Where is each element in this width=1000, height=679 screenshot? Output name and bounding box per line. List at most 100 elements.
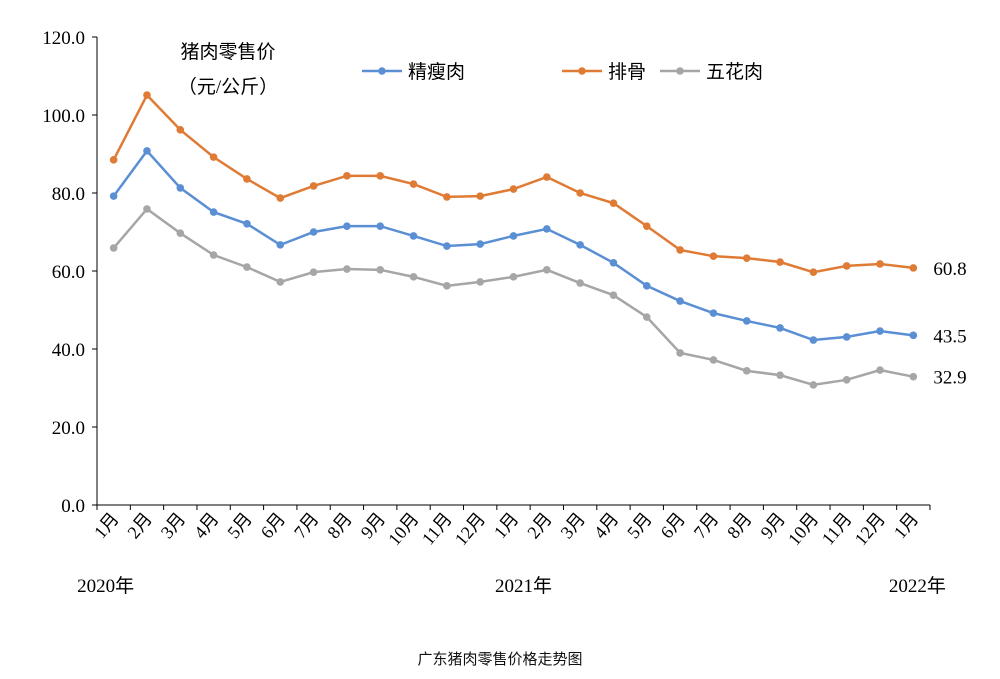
- data-point: [909, 372, 918, 381]
- data-point: [109, 192, 118, 200]
- x-tick-label: 5月: [223, 509, 256, 543]
- data-point: [842, 333, 851, 341]
- data-point: [642, 282, 651, 290]
- x-tick-label: 1月: [890, 509, 923, 543]
- data-point: [676, 297, 684, 305]
- data-point: [876, 366, 884, 374]
- data-point: [243, 175, 251, 183]
- year-label: 2020年: [77, 575, 134, 597]
- data-point: [576, 279, 584, 287]
- data-point: [109, 156, 118, 164]
- data-point: [676, 246, 684, 254]
- data-point: [609, 199, 618, 207]
- x-tick-label: 10月: [384, 509, 422, 549]
- x-tick-label: 3月: [157, 509, 190, 543]
- end-value-label: 60.8: [933, 259, 966, 280]
- data-point: [443, 193, 451, 201]
- data-point: [809, 381, 818, 389]
- data-point: [343, 172, 351, 180]
- legend-marker: [676, 67, 684, 75]
- data-point: [776, 371, 784, 379]
- annotation-line-2: （元/公斤）: [178, 76, 278, 98]
- data-point: [909, 264, 918, 272]
- data-point: [809, 336, 818, 344]
- data-point: [276, 194, 285, 202]
- data-point: [742, 254, 751, 262]
- data-point: [609, 291, 618, 299]
- legend-marker: [578, 67, 586, 75]
- y-tick-label: 80.0: [52, 184, 85, 205]
- data-point: [543, 225, 551, 233]
- data-point: [443, 282, 451, 290]
- series-lines: 32.9 43.5 60.8: [109, 91, 967, 389]
- legend-label: 五花肉: [706, 61, 763, 83]
- data-point: [543, 173, 551, 181]
- data-point: [709, 309, 718, 317]
- x-tick-label: 6月: [257, 509, 290, 543]
- y-tick-label: 20.0: [52, 418, 85, 439]
- end-value-label: 43.5: [933, 326, 966, 347]
- data-point: [343, 265, 351, 273]
- x-tick-label: 1月: [490, 509, 523, 543]
- data-point: [543, 266, 551, 274]
- legend-label: 精瘦肉: [408, 61, 465, 83]
- y-tick-labels: 0.0 20.0 40.0 60.0 80.0 100.0 120.0: [42, 28, 85, 517]
- data-point: [376, 172, 385, 180]
- data-point: [809, 268, 818, 276]
- data-point: [876, 327, 884, 335]
- data-point: [476, 278, 484, 286]
- data-point: [609, 259, 618, 267]
- data-point: [842, 376, 851, 384]
- legend: 精瘦肉 排骨 五花肉: [362, 61, 763, 83]
- data-point: [143, 205, 151, 213]
- data-point: [842, 262, 851, 270]
- x-tick-label: 12月: [451, 509, 489, 549]
- y-tick-label: 60.0: [52, 262, 85, 283]
- data-point: [143, 91, 151, 99]
- data-point: [776, 258, 784, 266]
- series-line-排骨: [112, 92, 914, 274]
- year-label: 2021年: [495, 575, 552, 597]
- x-tick-label: 5月: [623, 509, 656, 543]
- year-label: 2022年: [889, 575, 946, 597]
- data-point: [209, 153, 218, 161]
- legend-label: 排骨: [608, 61, 646, 83]
- y-tick-label: 120.0: [42, 28, 85, 49]
- data-point: [309, 268, 318, 276]
- data-point: [576, 241, 584, 249]
- end-value-label: 32.9: [933, 368, 966, 389]
- data-point: [276, 241, 285, 249]
- data-point: [642, 222, 651, 230]
- x-tick-label: 3月: [557, 509, 590, 543]
- data-point: [343, 222, 351, 230]
- data-point: [742, 367, 751, 375]
- data-point: [176, 126, 185, 134]
- data-point: [209, 251, 218, 259]
- data-point: [509, 232, 518, 240]
- data-point: [709, 252, 718, 260]
- data-point: [276, 278, 285, 286]
- x-tick-label: 7月: [690, 509, 723, 543]
- data-point: [909, 331, 918, 340]
- legend-marker: [378, 67, 386, 75]
- data-point: [776, 324, 784, 332]
- data-point: [409, 273, 418, 281]
- x-tick-label: 4月: [190, 509, 223, 543]
- x-tick-label: 6月: [656, 509, 689, 543]
- data-point: [109, 244, 118, 252]
- x-tick-label: 11月: [818, 509, 856, 549]
- x-tick-label: 8月: [723, 509, 756, 543]
- data-point: [309, 182, 318, 190]
- data-point: [876, 260, 884, 268]
- data-point: [709, 356, 718, 364]
- data-point: [243, 263, 251, 271]
- data-point: [409, 232, 418, 240]
- x-tick-label: 4月: [590, 509, 623, 543]
- annotation-line-1: 猪肉零售价: [180, 41, 275, 63]
- series-line-精瘦肉: [112, 148, 914, 342]
- x-tick-label: 7月: [290, 509, 323, 543]
- data-point: [243, 220, 251, 228]
- y-tick-label: 100.0: [42, 106, 85, 127]
